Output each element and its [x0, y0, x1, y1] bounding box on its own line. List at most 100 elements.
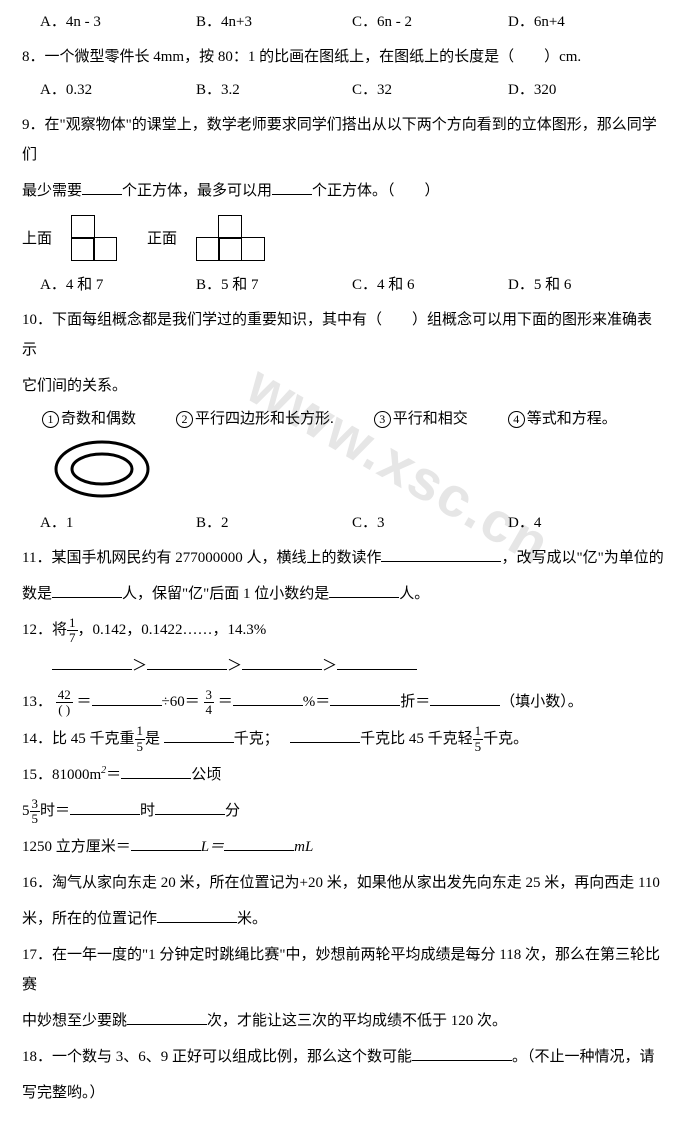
blank — [412, 1045, 512, 1061]
q9-topview — [72, 216, 117, 261]
q11-d: 人，保留"亿"后面 1 位小数约是 — [122, 586, 329, 602]
q17-line1: 17．在一年一度的"1 分钟定时跳绳比赛"中，妙想前两轮平均成绩是每分 118 … — [22, 940, 664, 1000]
q15-e3: mL — [294, 839, 313, 855]
blank — [70, 799, 140, 815]
frac-42: 42( ) — [56, 688, 73, 718]
blank — [155, 799, 225, 815]
blank — [330, 690, 400, 706]
q14-d: 千克比 45 千克轻 — [360, 731, 473, 747]
num-4-icon: 4 — [508, 411, 525, 428]
frac-den: 5 — [473, 740, 484, 754]
num-3-icon: 3 — [374, 411, 391, 428]
q15-b: ＝ — [106, 767, 121, 783]
frac-num: 1 — [473, 724, 484, 739]
frac-den: 5 — [135, 740, 146, 754]
q7-opt-a: A．4n - 3 — [40, 10, 196, 34]
q10-line2: 它们间的关系。 — [22, 371, 664, 401]
q10-g3: 3平行和相交 — [374, 407, 468, 431]
q16-c: 米。 — [237, 911, 267, 927]
num-2-icon: 2 — [176, 411, 193, 428]
blank — [430, 690, 500, 706]
blank — [164, 727, 234, 743]
q13-e: 折＝ — [400, 694, 430, 710]
q16-line1: 16．淘气从家向东走 20 米，所在位置记为+20 米，如果他从家出发先向东走 … — [22, 868, 664, 898]
q13-c: ＝ — [218, 694, 233, 710]
q13-eq1: ＝ — [77, 694, 92, 710]
q10-g3-text: 平行和相交 — [393, 411, 468, 427]
q7-c-text: C．6n - 2 — [352, 14, 412, 30]
q7-opt-c: C．6n - 2 — [352, 10, 508, 34]
q9-label-top: 上面 — [22, 227, 52, 251]
q10-line1: 10．下面每组概念都是我们学过的重要知识，其中有（ ）组概念可以用下面的图形来准… — [22, 305, 664, 365]
frac-1-5a: 15 — [135, 724, 146, 754]
q10-ellipse — [22, 439, 664, 499]
frac-3-5: 35 — [30, 797, 41, 827]
q10-opt-b: B．2 — [196, 511, 352, 535]
q9-line1: 9．在"观察物体"的课堂上，数学老师要求同学们搭出从以下两个方向看到的立体图形，… — [22, 110, 664, 170]
q8-opt-a: A．0.32 — [40, 78, 196, 102]
blank — [242, 654, 322, 670]
frac-den: ( ) — [56, 703, 73, 717]
q9-l2c: 个正方体。（ ） — [312, 183, 440, 199]
blank — [131, 835, 201, 851]
q10-groups: 1奇数和偶数 2平行四边形和长方形. 3平行和相交 4等式和方程。 — [22, 407, 664, 431]
q10-opt-d: D．4 — [508, 511, 664, 535]
q15-e1: 1250 立方厘米＝ — [22, 839, 131, 855]
blank — [147, 654, 227, 670]
q9-frontview — [197, 216, 265, 261]
blank — [381, 546, 501, 562]
q15-e2: L＝ — [201, 839, 224, 855]
blank — [52, 582, 122, 598]
q13-d: %＝ — [303, 694, 331, 710]
q12-a: 12．将 — [22, 622, 67, 638]
frac-1-7: 17 — [67, 616, 78, 646]
q9-opt-b: B．5 和 7 — [196, 273, 352, 297]
frac-den: 4 — [204, 703, 215, 717]
blank — [157, 907, 237, 923]
q11-a: 11．某国手机网民约有 277000000 人，横线上的数读作 — [22, 550, 381, 566]
q8-opt-b: B．3.2 — [196, 78, 352, 102]
blank — [82, 179, 122, 195]
q12-b: ，0.142，0.1422……，14.3% — [78, 622, 267, 638]
blank — [121, 763, 191, 779]
q12-line2: ＞＞＞ — [22, 651, 664, 681]
q9-label-front: 正面 — [147, 227, 177, 251]
q9-figures: 上面 正面 — [22, 216, 664, 261]
q10-g1-text: 奇数和偶数 — [61, 411, 136, 427]
q8-opt-d: D．320 — [508, 78, 664, 102]
q8-text: 8．一个微型零件长 4mm，按 80：1 的比画在图纸上，在图纸上的长度是（ ）… — [22, 42, 664, 72]
q15-d1: 5 — [22, 803, 30, 819]
q17-line2: 中妙想至少要跳次，才能让这三次的平均成绩不低于 120 次。 — [22, 1006, 664, 1036]
q15-d3: 时 — [140, 803, 155, 819]
content: A．4n - 3 B．4n+3 C．6n - 2 D．6n+4 8．一个微型零件… — [22, 10, 664, 1108]
blank — [272, 179, 312, 195]
q10-g2: 2平行四边形和长方形. — [176, 407, 334, 431]
frac-num: 3 — [204, 688, 215, 703]
q14-e: 千克。 — [483, 731, 528, 747]
q10-opt-a: A．1 — [40, 511, 196, 535]
q11-e: 人。 — [399, 586, 429, 602]
q14-b: 是 — [145, 731, 160, 747]
q16-b: 米，所在的位置记作 — [22, 911, 157, 927]
q10-g4: 4等式和方程。 — [508, 407, 617, 431]
q13-b: ÷60＝ — [162, 694, 200, 710]
blank — [127, 1009, 207, 1025]
q9-l2a: 最少需要 — [22, 183, 82, 199]
blank — [329, 582, 399, 598]
q10-g1: 1奇数和偶数 — [42, 407, 136, 431]
frac-den: 7 — [67, 631, 78, 645]
q9-opt-a: A．4 和 7 — [40, 273, 196, 297]
q15-line2: 535时＝时分 — [22, 796, 664, 826]
q15-d4: 分 — [225, 803, 240, 819]
q10-g4-text: 等式和方程。 — [527, 411, 617, 427]
q7-a-text: A．4n - 3 — [40, 14, 101, 30]
q16-line2: 米，所在的位置记作 米。 — [22, 904, 664, 934]
q9-l2b: 个正方体，最多可以用 — [122, 183, 272, 199]
frac-den: 5 — [30, 812, 41, 826]
q15-a: 15．81000m — [22, 767, 101, 783]
q9-opt-d: D．5 和 6 — [508, 273, 664, 297]
blank — [233, 690, 303, 706]
q9-options: A．4 和 7 B．5 和 7 C．4 和 6 D．5 和 6 — [22, 273, 664, 297]
q9-opt-c: C．4 和 6 — [352, 273, 508, 297]
q12-line1: 12．将17，0.142，0.1422……，14.3% — [22, 615, 664, 645]
